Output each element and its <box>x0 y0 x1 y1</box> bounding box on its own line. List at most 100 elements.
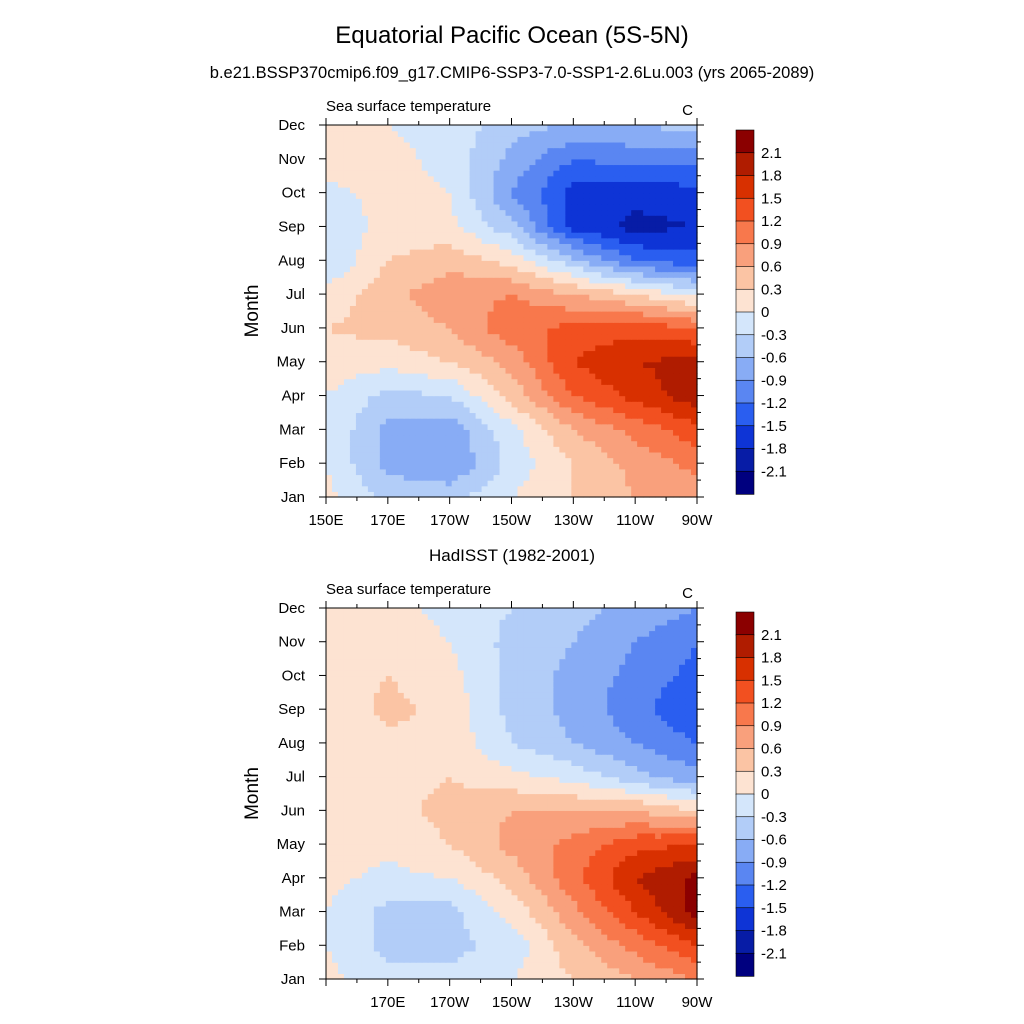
contour-cell <box>349 384 357 391</box>
contour-cell <box>655 373 662 380</box>
contour-cell <box>415 384 423 391</box>
contour-cell <box>565 192 572 199</box>
contour-cell <box>493 232 501 239</box>
contour-cell <box>607 232 614 239</box>
contour-cell <box>397 361 405 368</box>
contour-cell <box>565 299 572 306</box>
contour-cell <box>343 956 351 963</box>
contour-cell <box>451 934 459 941</box>
contour-cell <box>469 418 477 425</box>
contour-cell <box>379 435 387 442</box>
contour-cell <box>601 440 608 447</box>
contour-cell <box>577 389 584 397</box>
contour-cell <box>463 322 471 329</box>
contour-cell <box>355 423 363 430</box>
contour-cell <box>427 288 435 295</box>
contour-cell <box>391 956 399 963</box>
contour-cell <box>451 361 459 368</box>
contour-cell <box>601 249 608 256</box>
contour-cell <box>415 265 423 273</box>
contour-cell <box>367 457 375 464</box>
contour-cell <box>547 485 554 492</box>
contour-cell <box>535 373 543 380</box>
contour-cell <box>589 373 596 380</box>
contour-cell <box>529 237 537 244</box>
contour-cell <box>397 294 405 301</box>
contour-cell <box>463 130 471 137</box>
colorbar-box <box>735 470 755 495</box>
contour-cell <box>667 181 674 188</box>
contour-cell <box>487 192 495 199</box>
contour-cell <box>577 418 584 425</box>
contour-cell <box>649 305 656 312</box>
contour-cell <box>601 130 608 137</box>
contour-cell <box>691 384 698 391</box>
contour-cell <box>331 294 339 301</box>
contour-cell <box>475 220 483 228</box>
contour-cell <box>595 429 602 436</box>
contour-cell <box>379 962 387 969</box>
contour-cell <box>595 356 602 363</box>
contour-cell <box>547 378 554 385</box>
contour-cell <box>649 181 656 188</box>
contour-cell <box>499 254 507 261</box>
contour-cell <box>445 339 453 346</box>
contour-cell <box>553 339 560 346</box>
contour-cell <box>511 905 519 913</box>
contour-cell <box>643 474 650 481</box>
contour-cell <box>421 153 429 160</box>
contour-cell <box>589 485 596 492</box>
contour-cell <box>619 288 626 295</box>
contour-cell <box>349 361 357 368</box>
contour-cell <box>643 203 650 211</box>
contour-cell <box>487 130 495 137</box>
contour-cell <box>571 203 578 211</box>
contour-cell <box>679 339 686 346</box>
contour-cell <box>643 215 650 222</box>
contour-cell <box>559 429 566 436</box>
contour-cell <box>349 181 357 188</box>
contour-cell <box>493 950 501 958</box>
contour-cell <box>391 973 399 980</box>
contour-cell <box>685 491 692 498</box>
contour-cell <box>541 973 548 980</box>
contour-cell <box>409 356 417 363</box>
contour-cell <box>547 153 554 160</box>
contour-cell <box>326 141 333 149</box>
contour-cell <box>385 950 393 958</box>
contour-cell <box>445 412 453 419</box>
contour-cell <box>685 316 692 323</box>
contour-cell <box>403 463 411 470</box>
contour-cell <box>349 367 357 374</box>
contour-cell <box>571 294 578 301</box>
contour-cell <box>529 277 537 284</box>
contour-cell <box>379 136 387 143</box>
contour-cell <box>685 401 692 408</box>
contour-cell <box>685 962 692 969</box>
contour-cell <box>511 277 519 284</box>
contour-cell <box>439 130 447 137</box>
contour-cell <box>481 973 489 980</box>
contour-cell <box>499 288 507 295</box>
contour-cell <box>595 389 602 397</box>
contour-cell <box>547 316 554 323</box>
contour-cell <box>673 322 680 329</box>
contour-cell <box>391 911 399 918</box>
contour-cell <box>661 962 668 969</box>
contour-cell <box>493 367 501 374</box>
contour-cell <box>427 333 435 340</box>
contour-cell <box>505 406 513 414</box>
contour-cell <box>421 299 429 306</box>
contour-cell <box>326 361 333 368</box>
contour-cell <box>331 956 339 963</box>
contour-cell <box>326 125 333 132</box>
contour-cell <box>439 356 447 363</box>
contour-cell <box>673 451 680 459</box>
contour-cell <box>379 446 387 453</box>
contour-cell <box>571 474 578 481</box>
contour-cell <box>601 480 608 487</box>
colorbar-label: -0.6 <box>761 350 787 367</box>
contour-cell <box>679 305 686 312</box>
contour-cell <box>607 356 614 363</box>
contour-cell <box>649 170 656 177</box>
